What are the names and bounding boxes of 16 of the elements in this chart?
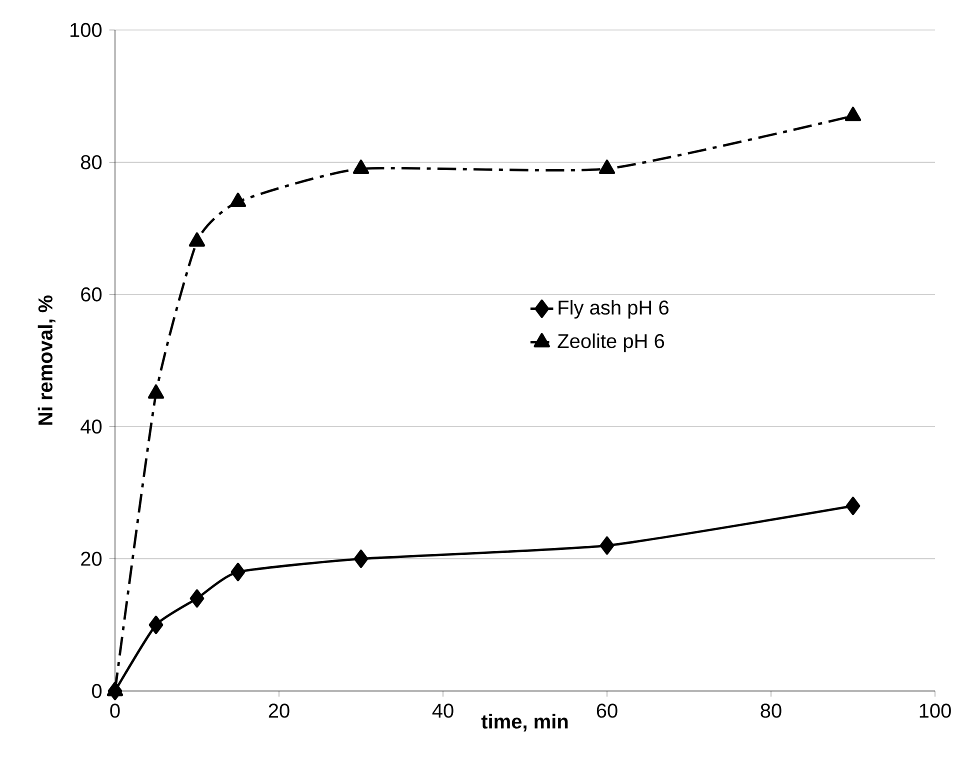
x-tick-label: 80: [760, 704, 782, 718]
x-tick-label: 100: [920, 704, 951, 718]
y-tick-label: 20: [81, 552, 102, 566]
y-tick-label: 40: [80, 420, 102, 434]
y-tick-label: 100: [70, 22, 102, 38]
legend-label: Zeolite pH 6: [558, 333, 664, 352]
x-axis-title: time, min: [481, 714, 568, 732]
y-axis-title: Ni removal, %: [38, 295, 56, 425]
y-tick-label: 0: [92, 684, 102, 698]
x-tick-label: 60: [596, 704, 618, 718]
x-tick-label: 40: [432, 704, 454, 718]
y-tick-label: 60: [81, 287, 102, 302]
y-tick-label: 80: [81, 155, 102, 170]
legend-label: Fly ash pH 6: [558, 300, 668, 319]
x-tick-label: 0: [110, 704, 120, 718]
x-tick-label: 20: [268, 704, 290, 718]
